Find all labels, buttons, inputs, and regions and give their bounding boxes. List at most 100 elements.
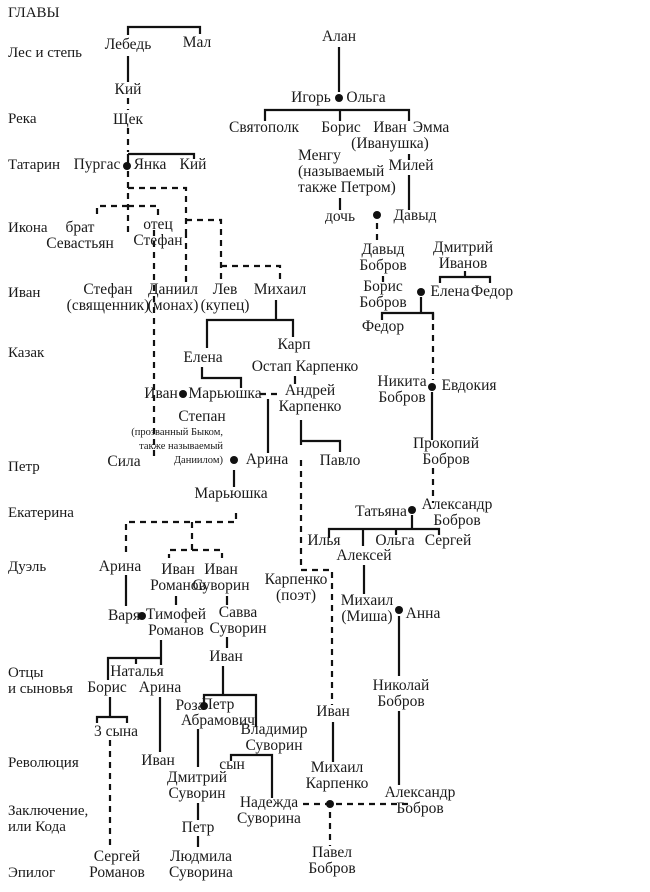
person-name-line: (монах) <box>147 297 199 314</box>
chapter-label-line: Екатерина <box>8 505 74 521</box>
person-node: Сила <box>107 454 140 470</box>
person-node: Алексей <box>336 548 391 564</box>
person-name-line: Бобров <box>359 294 407 311</box>
person-node: Борис Бобров <box>359 279 406 311</box>
person-node: Александр Бобров <box>422 497 493 529</box>
person-name-line: Сергей <box>93 848 141 865</box>
person-name-line: Кий <box>114 81 142 98</box>
person-name-line: 3 сына <box>93 723 139 740</box>
person-node: Иван <box>141 753 174 769</box>
person-node: Борис <box>87 680 127 696</box>
chapter-label: Лес и степь <box>8 45 82 61</box>
chapter-label: Заключение, или Кода <box>8 803 88 835</box>
person-name-line: Алан <box>321 28 357 45</box>
line-andrey-karpenko-poet <box>299 460 334 705</box>
person-name-line: Анна <box>405 605 441 622</box>
chapter-label: Революция <box>8 755 79 771</box>
person-name-line: Остап Карпенко <box>251 358 359 375</box>
person-name-line: (Иванушка) <box>351 135 429 152</box>
marriage-dot-icon <box>179 390 187 398</box>
chapter-label-line: Икона <box>8 220 48 236</box>
person-node: Евдокия <box>442 378 497 394</box>
chapter-label: Дуэль <box>8 559 46 575</box>
person-name-line: Марьюшка <box>188 385 262 402</box>
person-name-line: брат <box>65 219 95 236</box>
chapter-label: Казак <box>8 345 44 361</box>
person-name-line: сын <box>219 756 245 773</box>
line-lebed-mal <box>126 25 202 35</box>
person-name-line: Андрей <box>284 382 336 399</box>
chapter-label: Екатерина <box>8 505 74 521</box>
person-node: Варя <box>108 608 140 624</box>
marriage-dot-icon <box>230 456 238 464</box>
person-name-line: Суворин <box>168 785 226 802</box>
person-node: Святополк <box>229 120 299 136</box>
line-timofey-children <box>106 640 163 680</box>
person-node: Лев (купец) <box>201 282 250 314</box>
person-node: Иван <box>209 649 242 665</box>
person-name-line: Наталья <box>110 663 164 680</box>
person-name-line: Борис <box>321 119 361 136</box>
person-name-line: Илья <box>307 532 341 549</box>
line-ivan-children <box>202 666 258 727</box>
person-node: Владимир Суворин <box>241 722 308 754</box>
person-name-line: Никита <box>377 373 427 390</box>
person-node: Иван <box>316 704 349 720</box>
person-name-line: (купец) <box>200 297 250 314</box>
person-node: Иван <box>144 386 177 402</box>
person-name-line: Суворина <box>237 810 301 827</box>
person-name-line: Бобров <box>396 800 444 817</box>
chapter-label: Икона <box>8 220 48 236</box>
person-name-line: Марьюшка <box>194 485 268 502</box>
person-node: Савва Суворин <box>209 605 266 637</box>
person-name-line: Арина <box>245 451 289 468</box>
person-node: 3 сына <box>94 724 138 740</box>
person-name-line: Суворин <box>209 620 267 637</box>
person-node: Стефан (священник) <box>67 282 150 314</box>
person-name-line: Елена <box>430 283 470 300</box>
person-node: Михаил (Миша) <box>341 593 394 625</box>
person-name-line: Суворин <box>245 737 303 754</box>
chapter-label-line: или Кода <box>8 819 66 835</box>
person-name-line: также называемый <box>139 441 223 452</box>
person-node: Давыд Бобров <box>359 242 406 274</box>
person-name-line: (называемый <box>298 163 385 180</box>
person-node: Петр <box>182 820 215 836</box>
person-name-line: Янка <box>133 156 167 173</box>
person-name-line: Арина <box>138 679 182 696</box>
person-name-line: Севастьян <box>46 235 114 252</box>
person-name-line: (священник) <box>66 297 150 314</box>
line-igor-children <box>263 108 411 121</box>
person-name-line: Бобров <box>359 257 407 274</box>
person-name-line: Александр <box>421 496 493 513</box>
person-name-line: (Миша) <box>341 608 393 625</box>
person-name-line: Татьяна <box>355 503 407 520</box>
dashed-lines <box>95 98 435 848</box>
line-tatarin <box>126 152 196 160</box>
person-name-line: Николай <box>372 677 430 694</box>
person-name-line: Федор <box>361 318 405 335</box>
person-name-line: Бобров <box>308 860 356 877</box>
person-node: (прозванный Быком, также называемый Даниил… <box>131 426 223 468</box>
person-name-line: Карпенко <box>278 398 342 415</box>
person-name-line: Даниилом) <box>173 455 223 466</box>
person-name-line: Петр <box>181 819 215 836</box>
person-node: Дмитрий Суворин <box>167 770 227 802</box>
chapter-label-line: Эпилог <box>8 865 56 881</box>
chapter-label-line: и сыновья <box>8 681 73 697</box>
chapter-label-line: Петр <box>8 459 40 475</box>
chapter-label-line: Отцы <box>8 665 44 681</box>
person-node: Елена <box>430 284 469 300</box>
chapter-label-line: Лес и степь <box>8 45 83 61</box>
chapter-label: Эпилог <box>8 865 55 881</box>
line-maryushka-children <box>124 513 238 558</box>
line-boris-sons <box>95 697 129 723</box>
person-node: Давыд <box>393 208 436 224</box>
person-node: Арина <box>139 680 181 696</box>
person-node: Татьяна <box>355 504 407 520</box>
person-node: Марьюшка <box>194 486 267 502</box>
person-name-line: Иван <box>373 119 407 136</box>
person-name-line: отец <box>143 216 173 233</box>
person-name-line: Святополк <box>228 119 300 136</box>
